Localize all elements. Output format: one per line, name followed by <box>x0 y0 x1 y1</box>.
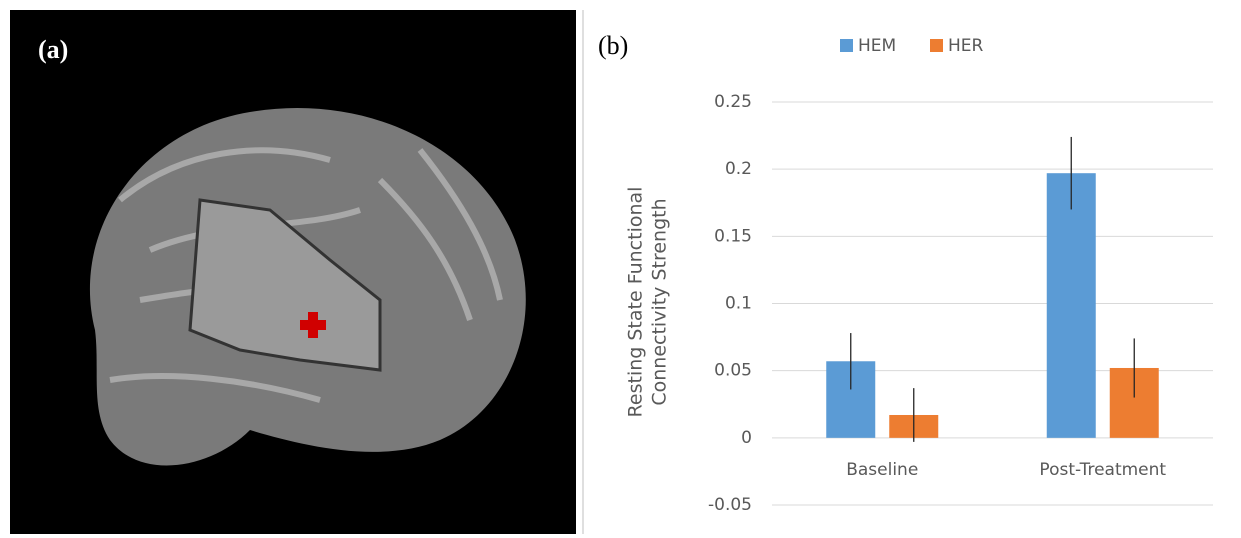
y-tick-label: 0.15 <box>714 226 752 246</box>
y-axis-title-line: Resting State Functional <box>625 187 647 418</box>
legend-label: HER <box>948 36 984 56</box>
panel-label: (b) <box>598 31 628 60</box>
legend-swatch <box>930 39 943 52</box>
legend-label: HEM <box>858 36 896 56</box>
y-tick-label: 0.1 <box>725 294 752 314</box>
y-tick-label: -0.05 <box>708 495 752 515</box>
y-tick-label: 0 <box>741 428 752 448</box>
y-tick-label: 0.25 <box>714 92 752 112</box>
brain-panel: (a) <box>10 10 576 534</box>
y-tick-label: 0.05 <box>714 361 752 381</box>
x-tick-label: Post-Treatment <box>1039 460 1166 480</box>
panel-label: (a) <box>38 35 68 64</box>
figure: (a) (b) Resting State Functional Connect… <box>0 0 1241 534</box>
y-tick-label: 0.2 <box>725 159 752 179</box>
legend-swatch <box>840 39 853 52</box>
bar <box>1047 173 1096 438</box>
x-tick-label: Baseline <box>846 460 918 480</box>
y-axis-title-line: Connectivity Strength <box>649 198 671 405</box>
